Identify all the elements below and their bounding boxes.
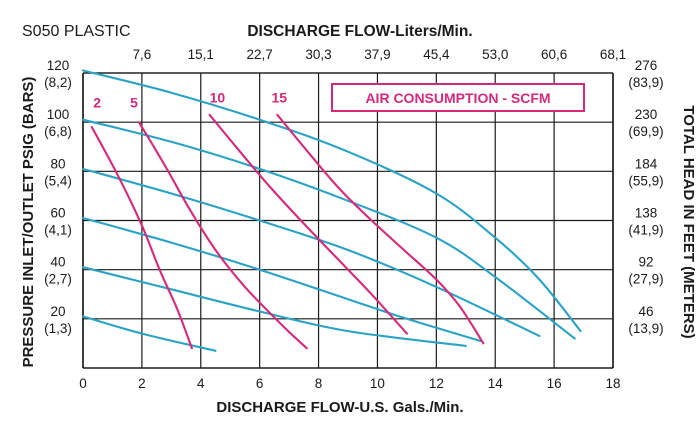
performance-curve: [81, 266, 467, 347]
y-tick-bars: (8,2): [44, 75, 72, 90]
y-tick-psig: 20: [50, 304, 65, 319]
air-curve: [137, 121, 308, 350]
y2-tick-feet: 46: [638, 304, 653, 319]
x-top-tick-label: 15,1: [188, 47, 214, 62]
x-tick-label: 4: [197, 376, 205, 391]
air-curve-label: 15: [271, 90, 287, 106]
y-tick-psig: 80: [50, 156, 65, 171]
performance-curves: [81, 69, 582, 352]
grid-lines: [82, 72, 614, 369]
x-top-tick-label: 45,4: [423, 47, 450, 62]
air-curve-label: 10: [210, 90, 226, 106]
x-tick-label: 14: [488, 376, 504, 391]
air-curve: [208, 113, 408, 335]
y2-axis-title: TOTAL HEAD IN FEET (METERS): [680, 105, 697, 338]
y-tick-psig: 120: [47, 58, 70, 73]
air-curve: [276, 113, 485, 345]
tick-labels: 0 2 4 6 8 10 12 14 16 187,6 15,1 22,7 30,3 37,9 45,4 53…: [44, 47, 664, 391]
y-tick-bars: (6,8): [44, 124, 72, 139]
y2-tick-meters: (41,9): [628, 223, 663, 238]
performance-curve: [81, 69, 582, 333]
y2-tick-feet: 230: [635, 107, 658, 122]
performance-curve: [81, 315, 217, 352]
x-top-tick-label: 53,0: [482, 47, 508, 62]
air-curve-label: 5: [130, 94, 138, 110]
x-top-tick-label: 22,7: [247, 47, 273, 62]
performance-curve: [81, 167, 541, 338]
y2-tick-meters: (83,9): [628, 75, 663, 90]
air-curve-label: 2: [93, 94, 101, 110]
air-curve: [90, 126, 193, 350]
x-top-tick-label: 60,6: [541, 47, 567, 62]
y-tick-bars: (1,3): [44, 321, 72, 336]
chart-title: DISCHARGE FLOW-Liters/Min.: [247, 23, 472, 40]
y-tick-psig: 60: [50, 206, 65, 221]
y-axis-title: PRESSURE INLET/OUTLET PSIG (BARS): [20, 77, 37, 368]
y2-tick-feet: 184: [635, 156, 658, 171]
x-tick-label: 18: [605, 376, 620, 391]
y-tick-bars: (5,4): [44, 173, 72, 188]
x-tick-label: 2: [138, 376, 146, 391]
x-top-tick-label: 37,9: [364, 47, 390, 62]
x-top-tick-label: 7,6: [132, 47, 151, 62]
y-tick-psig: 40: [50, 255, 65, 270]
legend-label: AIR CONSUMPTION - SCFM: [365, 90, 550, 106]
x-axis-title: DISCHARGE FLOW-U.S. Gals./Min.: [216, 399, 463, 416]
y2-tick-feet: 276: [635, 58, 658, 73]
y-tick-bars: (4,1): [44, 223, 72, 238]
x-tick-label: 6: [256, 376, 264, 391]
performance-curve: [81, 216, 482, 343]
x-tick-label: 8: [315, 376, 323, 391]
y-tick-psig: 100: [47, 107, 70, 122]
air-consumption-curves: 2 5 10 15: [90, 90, 485, 350]
model-label: S050 PLASTIC: [22, 23, 131, 40]
x-tick-label: 16: [547, 376, 562, 391]
y2-tick-feet: 138: [635, 206, 658, 221]
x-tick-label: 12: [429, 376, 444, 391]
y-tick-bars: (2,7): [44, 272, 72, 287]
y2-tick-meters: (27,9): [628, 272, 663, 287]
x-top-tick-label: 30,3: [305, 47, 331, 62]
y2-tick-feet: 92: [638, 255, 653, 270]
y2-tick-meters: (13,9): [628, 321, 663, 336]
legend-box: [331, 83, 585, 112]
x-tick-label: 10: [370, 376, 385, 391]
y2-tick-meters: (55,9): [628, 173, 663, 188]
x-tick-label: 0: [79, 376, 87, 391]
x-top-tick-label: 68,1: [600, 47, 626, 62]
performance-curve: [81, 118, 576, 340]
y2-tick-meters: (69,9): [628, 124, 663, 139]
